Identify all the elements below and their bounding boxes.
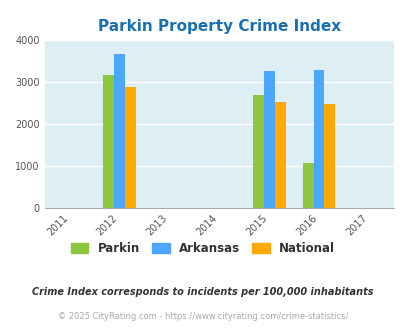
Bar [114, 54, 125, 208]
Bar [252, 95, 263, 208]
Legend: Parkin, Arkansas, National: Parkin, Arkansas, National [66, 237, 339, 260]
Bar [125, 87, 136, 208]
Text: Crime Index corresponds to incidents per 100,000 inhabitants: Crime Index corresponds to incidents per… [32, 287, 373, 297]
Bar [103, 75, 114, 208]
Bar [263, 71, 274, 208]
Text: © 2025 CityRating.com - https://www.cityrating.com/crime-statistics/: © 2025 CityRating.com - https://www.city… [58, 312, 347, 321]
Bar [274, 102, 285, 208]
Title: Parkin Property Crime Index: Parkin Property Crime Index [98, 19, 340, 34]
Bar [324, 104, 335, 208]
Bar [302, 163, 313, 208]
Bar [313, 70, 324, 208]
